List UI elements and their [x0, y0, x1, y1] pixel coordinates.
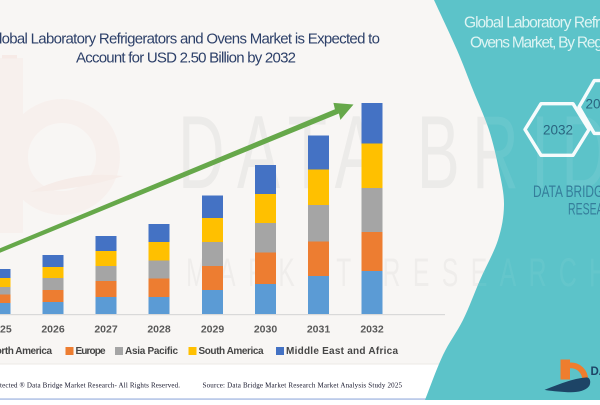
svg-text:Asia Pacific: Asia Pacific: [125, 346, 178, 357]
svg-text:2030: 2030: [254, 323, 278, 335]
svg-text:Middle East and Africa: Middle East and Africa: [286, 346, 398, 357]
svg-text:2025: 2025: [0, 323, 12, 335]
svg-text:Global Laboratory Refrigerator: Global Laboratory Refrigerators and Oven…: [0, 31, 380, 48]
svg-text:Source: Data Bridge Market Res: Source: Data Bridge Market Research Mark…: [203, 382, 403, 390]
svg-text:Global Laboratory Refrigerator: Global Laboratory Refrigerators and: [464, 15, 600, 32]
svg-text:2029: 2029: [201, 323, 225, 335]
svg-text:Europe: Europe: [76, 346, 106, 357]
svg-text:DATA BRIDGE MARKET: DATA BRIDGE MARKET: [533, 183, 600, 201]
svg-text:2027: 2027: [94, 323, 118, 335]
svg-text:2032: 2032: [585, 97, 600, 112]
svg-text:South America: South America: [199, 346, 264, 357]
svg-text:tected ® Data Bridge Market Re: tected ® Data Bridge Market Research- Al…: [0, 382, 180, 390]
svg-text:2032: 2032: [360, 323, 384, 335]
svg-text:2028: 2028: [147, 323, 171, 335]
svg-text:DA: DA: [591, 366, 600, 378]
svg-text:2026: 2026: [41, 323, 65, 335]
svg-text:North America: North America: [0, 346, 52, 357]
svg-text:2032: 2032: [543, 122, 573, 137]
svg-text:2031: 2031: [307, 323, 331, 335]
svg-text:Ovens Market, By Region: Ovens Market, By Region: [470, 35, 600, 52]
svg-text:RESEARCH: RESEARCH: [568, 201, 600, 219]
svg-text:Account for USD 2.50 Billion b: Account for USD 2.50 Billion by 2032: [76, 50, 296, 67]
